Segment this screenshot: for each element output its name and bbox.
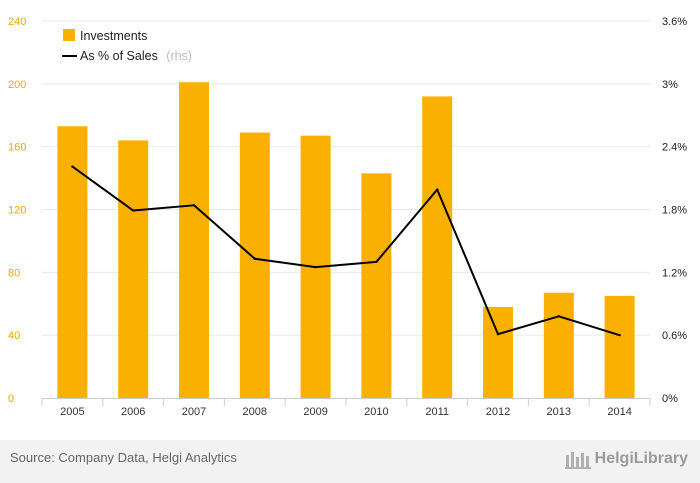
line-series-pct-of-sales: [71, 165, 621, 337]
y-left-tick-label: 120: [8, 205, 26, 217]
legend: Investments As % of Sales (rhs): [62, 29, 192, 64]
bar: [179, 82, 209, 398]
bar: [239, 132, 270, 398]
x-tick-label: 2009: [303, 406, 327, 418]
legend-label-pct-of-sales-text: As % of Sales: [80, 49, 158, 63]
bar: [604, 295, 635, 398]
y-right-tick-label: 2.4%: [662, 142, 687, 154]
legend-label-pct-of-sales: As % of Sales (rhs): [80, 47, 192, 64]
legend-label-investments: Investments: [80, 29, 147, 43]
bar: [118, 140, 149, 398]
y-left-tick-label: 240: [8, 16, 26, 28]
bar: [361, 173, 392, 398]
x-tick-label: 2007: [182, 406, 206, 418]
y-right-tick-label: 0%: [662, 393, 678, 405]
line-point: [71, 165, 74, 168]
y-left-tick-label: 200: [8, 79, 26, 91]
x-tick-label: 2008: [243, 406, 267, 418]
footer: Source: Company Data, Helgi Analytics He…: [0, 440, 700, 483]
line-point: [132, 209, 135, 212]
y-left-tick-label: 0: [8, 393, 14, 405]
y-right-tick-label: 3.6%: [662, 16, 687, 28]
y-right-tick-label: 0.6%: [662, 330, 687, 342]
y-right-tick-label: 1.2%: [662, 267, 687, 279]
line-point: [192, 204, 196, 207]
x-tick-label: 2005: [60, 406, 84, 418]
y-left-tick-label: 80: [8, 267, 20, 279]
legend-swatch-investments: [63, 29, 75, 41]
legend-label-rhs: (rhs): [166, 49, 192, 63]
line-point: [375, 260, 378, 264]
y-left-tick-label: 40: [8, 330, 20, 342]
chart: 0 0% 40 0.6% 80 1.2% 120 1.8% 160 2.4% 200 3% 240 3.6…: [8, 16, 687, 418]
y-left-tick-label: 160: [8, 142, 26, 154]
brand-logo[interactable]: HelgiLibrary: [564, 449, 688, 469]
line-point: [496, 332, 500, 336]
x-tick-label: 2012: [486, 406, 510, 418]
library-icon: [564, 452, 591, 469]
y-right-tick-label: 1.8%: [662, 205, 687, 217]
brand-name: HelgiLibrary: [594, 450, 688, 467]
line-point: [253, 257, 256, 260]
line-point: [557, 315, 560, 318]
source-note: Source: Company Data, Helgi Analytics: [10, 450, 237, 465]
axes: 0 0% 40 0.6% 80 1.2% 120 1.8% 160 2.4% 200 3% 240 3.6…: [8, 16, 687, 418]
x-tick-label: 2014: [607, 406, 631, 418]
bar: [543, 292, 574, 398]
x-tick-label: 2011: [425, 406, 449, 418]
x-tick-label: 2013: [547, 406, 571, 418]
bar: [483, 306, 513, 398]
bar: [422, 96, 453, 399]
bar-series-investments: [57, 82, 635, 399]
x-tick-label: 2006: [121, 406, 145, 418]
line-point: [436, 188, 439, 191]
x-tick-label: 2010: [364, 406, 388, 418]
bar: [57, 126, 88, 398]
line-point: [618, 333, 621, 337]
line-path: [71, 165, 620, 337]
y-right-tick-label: 3%: [662, 79, 678, 91]
line-point: [314, 265, 317, 269]
